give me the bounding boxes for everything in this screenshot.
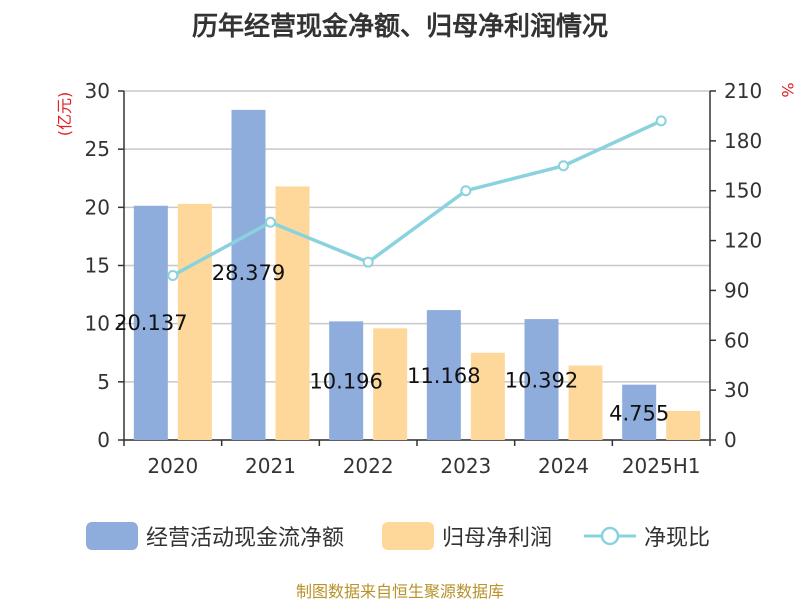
legend-item-line[interactable]: 净现比	[584, 518, 710, 554]
data-label: 11.168	[407, 364, 480, 388]
line-point	[460, 185, 472, 197]
x-tick-label: 2024	[538, 454, 589, 478]
legend-item-bar1[interactable]: 经营活动现金流净额	[86, 518, 344, 554]
left-tick-label: 5	[97, 370, 110, 394]
left-tick-label: 10	[85, 312, 110, 336]
right-tick-label: 60	[724, 328, 749, 352]
x-tick-label: 2021	[245, 454, 296, 478]
source-note: 制图数据来自恒生聚源数据库	[295, 582, 504, 601]
data-label: 20.137	[114, 311, 187, 335]
line-point	[265, 216, 276, 228]
x-tick-label: 2023	[440, 454, 491, 478]
bar-net-profit	[373, 328, 408, 440]
line-point	[655, 115, 667, 127]
bar-cashflow	[231, 109, 266, 440]
data-label: 28.379	[212, 261, 285, 285]
left-tick-label: 0	[97, 428, 110, 452]
chart-title: 历年经营现金净额、归母净利润情况	[191, 12, 608, 42]
line-point	[167, 269, 179, 281]
bar-net-profit	[470, 352, 505, 440]
right-tick-label: 180	[724, 129, 762, 153]
bar-cashflow	[329, 321, 364, 440]
bar-net-profit	[568, 365, 603, 440]
left-tick-label: 25	[85, 137, 110, 161]
line-net-cash-ratio	[171, 119, 662, 278]
right-tick-label: 120	[724, 229, 762, 253]
bar-net-profit	[177, 203, 212, 440]
legend-item-bar2[interactable]: 归母净利润	[382, 518, 552, 554]
legend-label-bar2: 归母净利润	[442, 526, 553, 551]
right-tick-label: 30	[724, 378, 749, 402]
line-point	[362, 256, 374, 268]
bar-cashflow	[524, 319, 559, 440]
x-tick-label: 2022	[343, 454, 394, 478]
legend-label-bar1: 经营活动现金流净额	[146, 526, 345, 551]
right-axis-unit: %	[778, 82, 797, 97]
legend: 经营活动现金流净额 归母净利润 净现比	[0, 518, 800, 554]
bar-cashflow	[622, 384, 657, 440]
right-tick-label: 0	[724, 428, 737, 452]
line-point	[558, 160, 569, 172]
bar-cashflow	[133, 205, 168, 440]
data-label: 10.392	[505, 369, 578, 393]
right-tick-label: 90	[724, 278, 749, 302]
legend-label-line: 净现比	[644, 526, 711, 551]
right-tick-label: 210	[724, 79, 762, 103]
bar-net-profit	[275, 186, 310, 440]
legend-swatch-bar2	[382, 522, 434, 550]
left-tick-label: 30	[85, 79, 110, 103]
x-tick-label: 2025H1	[622, 454, 701, 478]
left-tick-label: 15	[85, 254, 110, 278]
left-axis-unit: (亿元)	[55, 92, 74, 137]
legend-swatch-bar1	[86, 522, 138, 550]
data-label: 4.755	[609, 401, 669, 425]
bar-cashflow	[426, 310, 461, 440]
line-marker-icon	[584, 526, 636, 546]
legend-swatch-line	[584, 522, 636, 550]
right-tick-label: 150	[724, 179, 762, 203]
x-tick-label: 2020	[147, 454, 198, 478]
data-label: 10.196	[309, 370, 382, 394]
bar-net-profit	[666, 410, 701, 440]
left-tick-label: 20	[85, 195, 110, 219]
